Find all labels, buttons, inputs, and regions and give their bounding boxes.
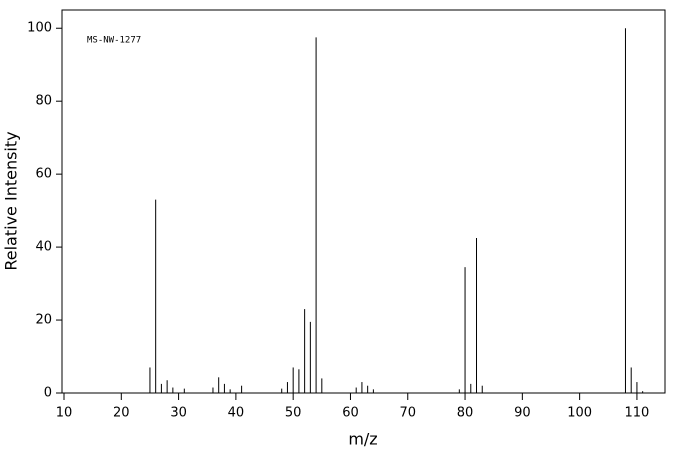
x-tick-label: 100 — [567, 406, 592, 421]
y-axis-title: Relative Intensity — [2, 131, 21, 270]
y-tick-label: 60 — [35, 167, 52, 182]
x-tick-label: 20 — [113, 406, 130, 421]
x-tick-label: 70 — [399, 406, 416, 421]
x-tick-label: 30 — [170, 406, 187, 421]
y-tick-label: 40 — [35, 240, 52, 255]
y-tick-label: 20 — [35, 313, 52, 328]
y-tick-label: 80 — [35, 94, 52, 109]
x-tick-label: 60 — [342, 406, 359, 421]
x-tick-label: 40 — [228, 406, 245, 421]
annotation: MS-NW-1277 — [87, 36, 141, 46]
x-axis-title: m/z — [348, 430, 377, 449]
x-tick-label: 50 — [285, 406, 302, 421]
plot-frame — [61, 9, 666, 394]
x-tick-label: 110 — [625, 406, 650, 421]
x-tick-label: 10 — [56, 406, 73, 421]
y-tick-label: 100 — [27, 21, 52, 36]
x-tick-label: 80 — [457, 406, 474, 421]
x-tick-label: 90 — [514, 406, 531, 421]
y-tick-label: 0 — [44, 386, 52, 401]
